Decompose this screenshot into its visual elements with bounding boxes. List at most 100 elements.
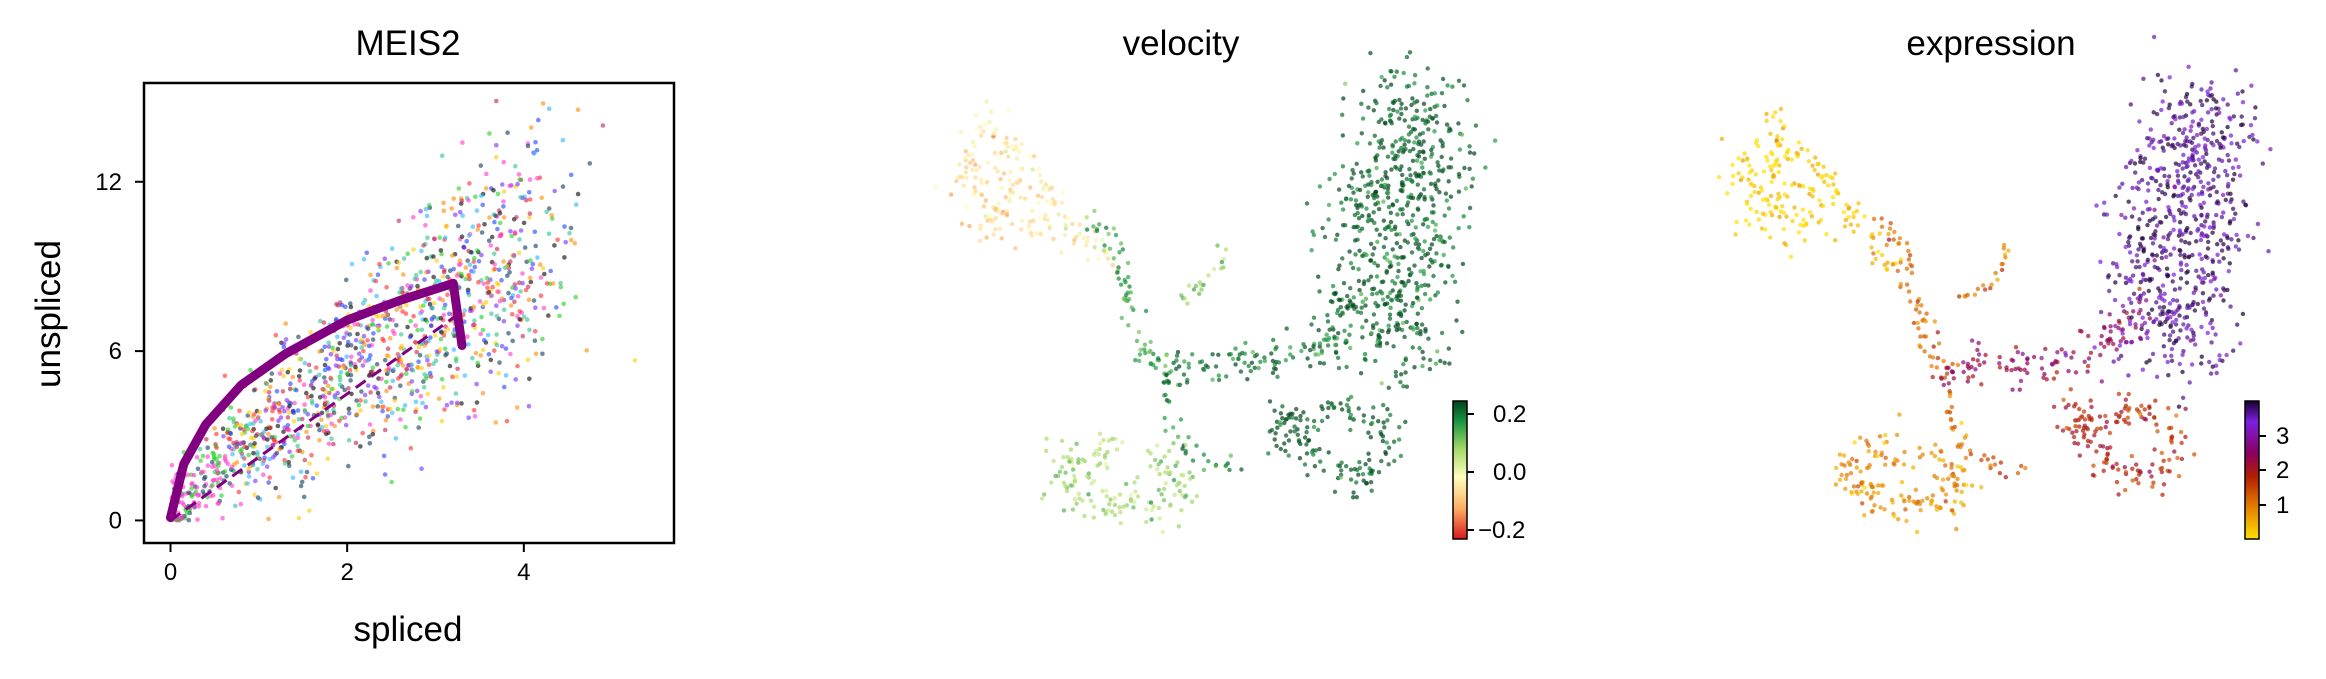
meis2-point [367,422,373,427]
velocity-point [987,217,992,222]
velocity-point [1274,443,1279,449]
expression-point [1805,148,1810,153]
velocity-point [1125,260,1131,266]
velocity-point [1448,194,1454,199]
meis2-point [261,429,267,435]
expression-point [2185,163,2190,169]
expression-point [2191,333,2196,338]
velocity-point [1168,502,1173,507]
expression-point [1789,157,1794,162]
velocity-point [1398,453,1404,459]
expression-point [2226,181,2231,187]
meis2-point [504,418,510,424]
meis2-point [339,302,345,308]
expression-point [1753,140,1759,146]
meis2-point [510,338,515,344]
velocity-point [1135,494,1141,499]
meis2-point [274,450,280,456]
meis2-point [275,423,281,429]
velocity-point [1425,66,1430,71]
velocity-point [1124,481,1129,487]
velocity-point [1272,408,1277,413]
velocity-point [1325,319,1331,324]
velocity-point [1348,300,1353,305]
expression-point [2209,318,2215,323]
expression-point [2168,211,2173,217]
velocity-point [1051,236,1056,242]
velocity-point [1248,368,1254,374]
velocity-point [1459,132,1465,137]
velocity-point [1416,141,1421,147]
expression-point [2116,467,2121,472]
expression-point [1968,452,1974,457]
meis2-point [400,309,405,314]
velocity-point [1427,246,1433,251]
expression-point [2134,477,2139,482]
expression-point [1947,394,1953,399]
expression-point [2088,350,2094,355]
expression-point [1761,169,1767,174]
expression-point [2204,214,2210,220]
meis2-point [423,340,429,345]
velocity-point [1133,489,1138,494]
meis2-point [427,203,432,208]
meis2-point [496,267,502,273]
meis2-point [261,472,266,478]
expression-point [1795,152,1801,157]
velocity-point [958,129,964,135]
velocity-point [1420,349,1425,355]
velocity-point [1105,449,1110,455]
expression-point [1904,266,1910,271]
velocity-point [1063,483,1068,489]
meis2-point [385,414,391,419]
velocity-point [1385,294,1391,299]
expression-point [2170,142,2175,148]
velocity-point [1051,458,1056,464]
velocity-point [1404,319,1409,325]
expression-point [2218,145,2223,150]
velocity-point [1388,263,1394,269]
expression-point [2221,286,2226,291]
meis2-point [510,312,515,317]
velocity-point [1398,380,1403,385]
expression-point [2103,413,2108,419]
velocity-point [1396,290,1402,295]
expression-point [2129,279,2134,284]
meis2-point [291,418,297,424]
meis2-point [518,228,524,233]
expression-point [2219,214,2225,220]
expression-point [1846,460,1852,465]
expression-point [2118,339,2123,344]
expression-point [1883,462,1888,467]
velocity-point [1007,178,1012,183]
velocity-point [1427,357,1433,363]
expression-point [2214,287,2219,292]
expression-point [2138,411,2143,416]
expression-point [2129,340,2134,345]
meis2-point [487,215,492,220]
velocity-point [1362,356,1368,362]
meis2-point [400,290,406,295]
velocity-point [1315,427,1321,433]
meis2-point [493,213,498,219]
expression-point [2173,322,2179,327]
velocity-point [1400,172,1405,178]
velocity-point [1407,167,1412,172]
velocity-point [1004,212,1010,217]
expression-point [1780,137,1785,142]
meis2-point [521,314,527,320]
meis2-point [459,198,465,204]
expression-point [2172,136,2177,141]
meis2-point [417,352,423,358]
expression-point [1831,201,1836,207]
velocity-point [1092,453,1097,458]
expression-point [2135,259,2140,264]
expression-point [2166,142,2171,147]
velocity-point [1434,120,1440,125]
velocity-point [1348,286,1353,291]
velocity-point [1273,431,1278,436]
velocity-point [1366,168,1372,173]
meis2-point [268,378,274,383]
expression-point [1991,455,1996,460]
meis2-point [453,212,458,218]
